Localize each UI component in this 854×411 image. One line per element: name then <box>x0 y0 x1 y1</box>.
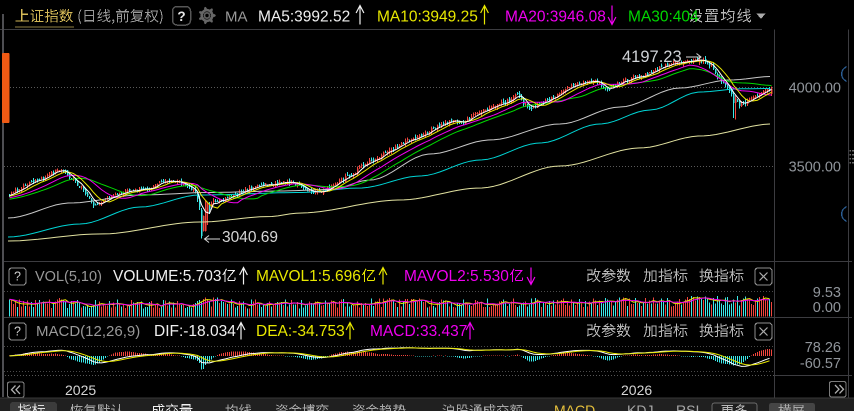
svg-text:9.53: 9.53 <box>813 285 841 301</box>
svg-text:MA5:3992.52: MA5:3992.52 <box>258 9 350 26</box>
svg-text:MA10:3949.25: MA10:3949.25 <box>377 9 478 26</box>
svg-text:KDJ: KDJ <box>627 402 653 411</box>
svg-text:4197.23: 4197.23 <box>622 48 682 66</box>
svg-text:3040.69: 3040.69 <box>222 229 278 246</box>
svg-text:-60.57: -60.57 <box>800 356 841 372</box>
svg-text:VOL(5,10): VOL(5,10) <box>35 269 102 285</box>
svg-text:RSI: RSI <box>676 402 699 411</box>
svg-text:MACD:33.437: MACD:33.437 <box>370 323 467 340</box>
svg-text:MA30:404: MA30:404 <box>628 9 699 26</box>
svg-text:78.26: 78.26 <box>805 340 841 356</box>
svg-text:MA: MA <box>225 9 248 26</box>
svg-text:4000.00: 4000.00 <box>789 81 841 97</box>
svg-text:MA20:3946.08: MA20:3946.08 <box>505 9 606 26</box>
svg-text:3500.00: 3500.00 <box>789 160 841 176</box>
svg-text:VOLUME:5.703: VOLUME:5.703 <box>113 268 222 285</box>
svg-text:?: ? <box>14 325 21 339</box>
svg-text:DEA:-34.753: DEA:-34.753 <box>256 323 345 340</box>
svg-text:?: ? <box>14 270 21 284</box>
svg-text:?: ? <box>177 9 185 24</box>
svg-text:2026: 2026 <box>621 382 652 398</box>
svg-text:MAVOL1:5.696: MAVOL1:5.696 <box>256 268 361 285</box>
svg-text:MACD: MACD <box>554 402 595 411</box>
svg-text:DIF:-18.034: DIF:-18.034 <box>154 323 236 340</box>
svg-text:MAVOL2:5.530: MAVOL2:5.530 <box>404 268 509 285</box>
svg-text:MACD(12,26,9): MACD(12,26,9) <box>36 323 140 340</box>
svg-text:0.00: 0.00 <box>813 300 841 316</box>
svg-text:2025: 2025 <box>65 382 96 398</box>
